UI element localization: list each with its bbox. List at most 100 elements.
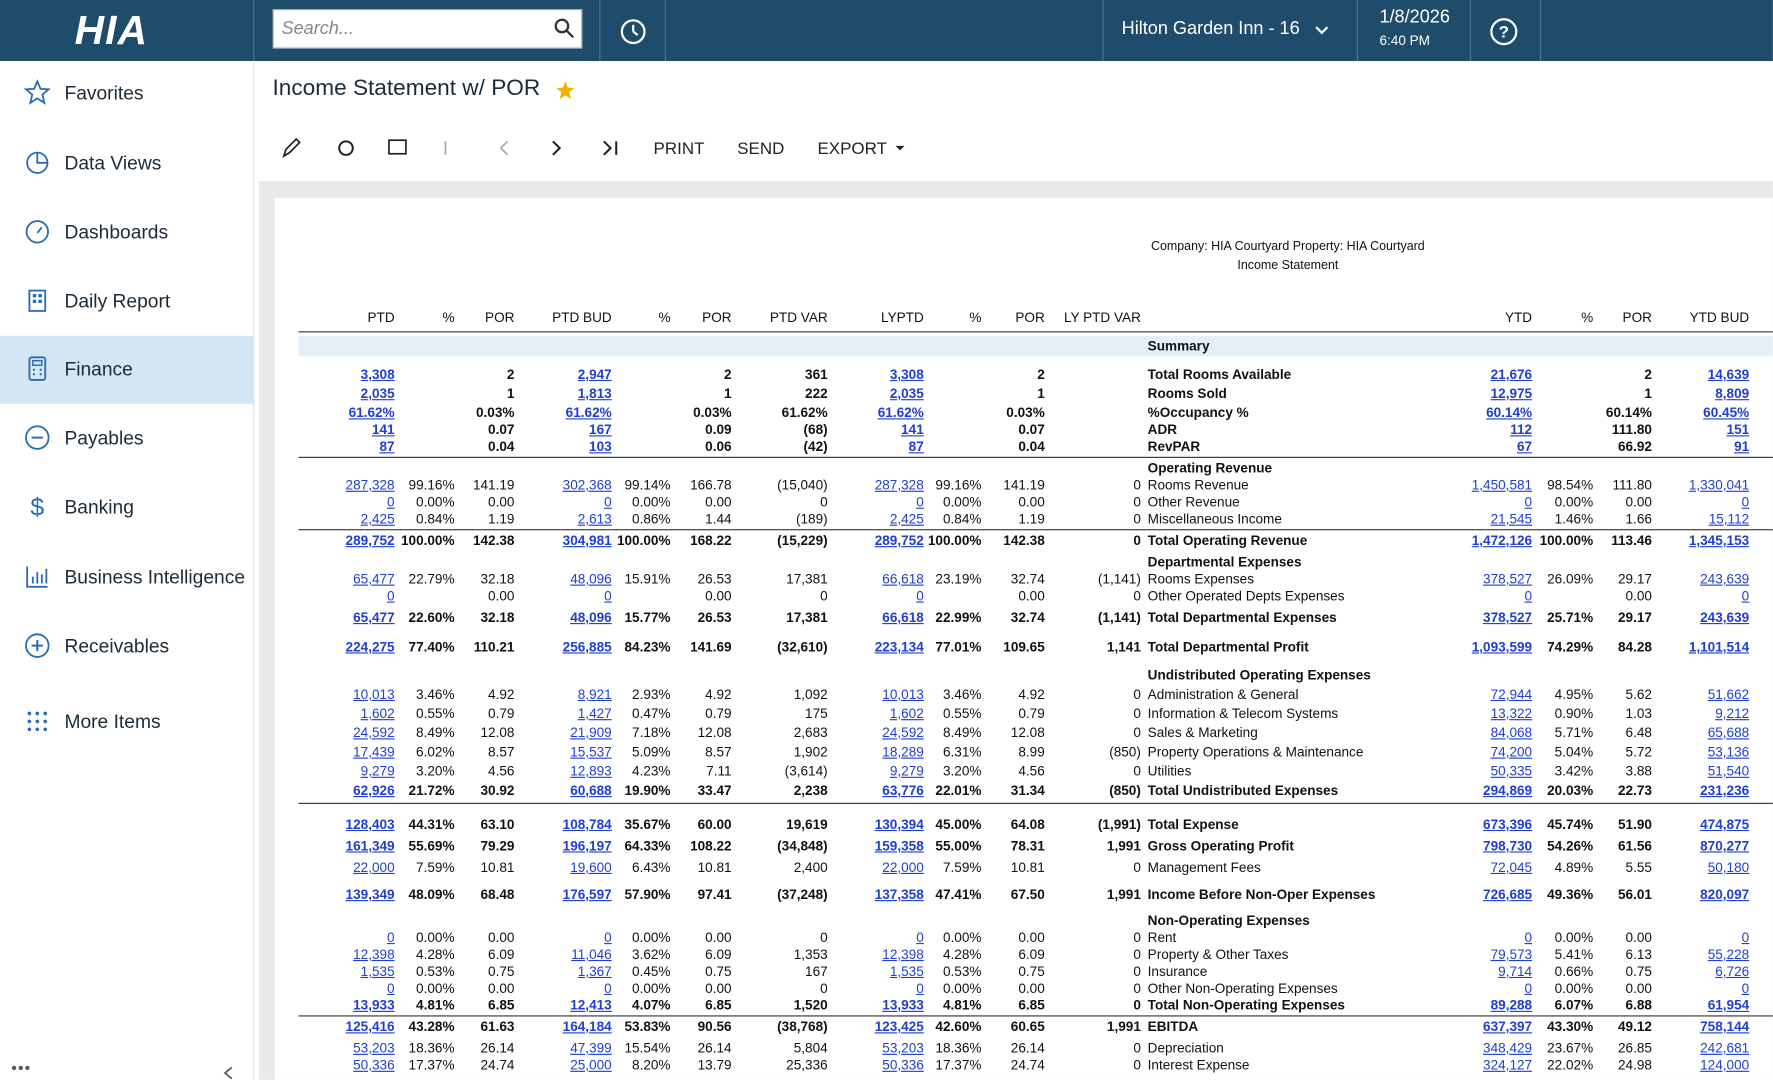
- value-link[interactable]: 348,429: [1483, 1040, 1533, 1057]
- nav-icon[interactable]: [24, 149, 51, 176]
- collapse-icon[interactable]: [222, 1065, 236, 1080]
- value-link[interactable]: 294,869: [1483, 782, 1533, 799]
- toolbar-icons[interactable]: [280, 136, 631, 161]
- value-link[interactable]: 50,180: [1707, 859, 1750, 876]
- value-link[interactable]: 62,926: [353, 782, 395, 799]
- value-link[interactable]: 302,368: [562, 477, 612, 493]
- value-link[interactable]: 0: [1524, 587, 1533, 604]
- value-link[interactable]: 53,203: [882, 1040, 924, 1057]
- value-link[interactable]: 108,784: [562, 816, 612, 833]
- value-link[interactable]: 0: [604, 929, 612, 946]
- value-link[interactable]: 0: [916, 929, 924, 946]
- value-link[interactable]: 124,000: [1700, 1057, 1750, 1074]
- value-link[interactable]: 15,537: [570, 744, 612, 760]
- value-link[interactable]: 176,597: [562, 886, 612, 903]
- value-link[interactable]: 65,477: [353, 571, 395, 587]
- value-link[interactable]: 65,688: [1707, 724, 1750, 741]
- value-link[interactable]: 72,944: [1490, 686, 1533, 703]
- value-link[interactable]: 50,336: [882, 1057, 924, 1074]
- value-link[interactable]: 50,336: [353, 1057, 395, 1074]
- value-link[interactable]: 0: [387, 587, 395, 604]
- value-link[interactable]: 167: [589, 421, 612, 438]
- send-button[interactable]: SEND: [737, 139, 785, 159]
- nav-icon[interactable]: $: [24, 493, 51, 521]
- value-link[interactable]: 25,000: [570, 1057, 612, 1074]
- value-link[interactable]: 2,035: [889, 385, 924, 402]
- logo[interactable]: HIA: [74, 6, 149, 54]
- property-selector[interactable]: Hilton Garden Inn - 16: [1121, 19, 1300, 39]
- value-link[interactable]: 125,416: [345, 1018, 395, 1035]
- value-link[interactable]: 61.62%: [348, 404, 395, 421]
- value-link[interactable]: 324,127: [1483, 1057, 1533, 1074]
- value-link[interactable]: 0: [1741, 587, 1750, 604]
- value-link[interactable]: 726,685: [1483, 886, 1533, 903]
- nav-icon[interactable]: [24, 563, 51, 590]
- value-link[interactable]: 13,933: [353, 997, 395, 1014]
- value-link[interactable]: 287,328: [874, 477, 924, 493]
- value-link[interactable]: 242,681: [1700, 1040, 1750, 1057]
- value-link[interactable]: 0: [387, 929, 395, 946]
- value-link[interactable]: 9,279: [360, 763, 395, 780]
- value-link[interactable]: 48,096: [570, 609, 612, 626]
- value-link[interactable]: 87: [379, 438, 395, 455]
- nav-icon[interactable]: [24, 632, 51, 659]
- nav-icon[interactable]: [24, 218, 51, 245]
- value-link[interactable]: 0: [387, 980, 395, 997]
- value-link[interactable]: 1,093,599: [1471, 638, 1533, 655]
- value-link[interactable]: 1,330,041: [1688, 477, 1750, 493]
- value-link[interactable]: 223,134: [874, 638, 924, 655]
- nav-icon[interactable]: [24, 424, 51, 451]
- help-icon[interactable]: ?: [1489, 17, 1518, 46]
- value-link[interactable]: 12,413: [570, 997, 612, 1014]
- favorite-star[interactable]: [555, 80, 575, 100]
- value-link[interactable]: 8,809: [1715, 385, 1750, 402]
- value-link[interactable]: 0: [1741, 494, 1750, 510]
- export-button[interactable]: EXPORT: [817, 139, 887, 159]
- value-link[interactable]: 164,184: [562, 1018, 612, 1035]
- value-link[interactable]: 24,592: [353, 724, 395, 741]
- nav-item[interactable]: More Items: [64, 711, 161, 733]
- value-link[interactable]: 820,097: [1700, 886, 1750, 903]
- more-dots[interactable]: •••: [11, 1058, 32, 1077]
- value-link[interactable]: 3,308: [889, 366, 924, 383]
- value-link[interactable]: 12,398: [882, 946, 924, 963]
- value-link[interactable]: 1,535: [889, 963, 924, 980]
- value-link[interactable]: 128,403: [345, 816, 395, 833]
- value-link[interactable]: 130,394: [874, 816, 924, 833]
- value-link[interactable]: 0: [1741, 980, 1750, 997]
- value-link[interactable]: 13,933: [882, 997, 924, 1014]
- value-link[interactable]: 19,600: [570, 859, 612, 876]
- value-link[interactable]: 60,688: [570, 782, 612, 799]
- value-link[interactable]: 224,275: [345, 638, 395, 655]
- value-link[interactable]: 13,322: [1490, 705, 1533, 722]
- value-link[interactable]: 61.62%: [565, 404, 612, 421]
- value-link[interactable]: 53,136: [1707, 744, 1750, 760]
- value-link[interactable]: 870,277: [1700, 837, 1750, 854]
- value-link[interactable]: 10,013: [882, 686, 924, 703]
- history-icon[interactable]: [618, 17, 647, 46]
- value-link[interactable]: 84,068: [1490, 724, 1533, 741]
- value-link[interactable]: 66,618: [882, 609, 924, 626]
- value-link[interactable]: 2,035: [360, 385, 395, 402]
- print-button[interactable]: PRINT: [653, 139, 705, 159]
- value-link[interactable]: 287,328: [345, 477, 395, 493]
- value-link[interactable]: 1,472,126: [1471, 532, 1533, 549]
- value-link[interactable]: 8,921: [577, 686, 612, 703]
- nav-item[interactable]: Payables: [64, 427, 144, 449]
- nav-icon[interactable]: [24, 708, 51, 735]
- value-link[interactable]: 91: [1734, 438, 1750, 455]
- value-link[interactable]: 112: [1510, 421, 1533, 438]
- value-link[interactable]: 2,613: [577, 511, 612, 527]
- nav-item[interactable]: Banking: [64, 496, 134, 518]
- value-link[interactable]: 637,397: [1483, 1018, 1533, 1035]
- value-link[interactable]: 12,398: [353, 946, 395, 963]
- value-link[interactable]: 60.14%: [1486, 404, 1533, 421]
- value-link[interactable]: 21,545: [1490, 511, 1533, 527]
- value-link[interactable]: 22,000: [882, 859, 924, 876]
- value-link[interactable]: 137,358: [874, 886, 924, 903]
- nav-item[interactable]: Dashboards: [64, 221, 169, 244]
- value-link[interactable]: 17,439: [353, 744, 395, 760]
- value-link[interactable]: 48,096: [570, 571, 612, 587]
- value-link[interactable]: 0: [916, 980, 924, 997]
- value-link[interactable]: 123,425: [874, 1018, 924, 1035]
